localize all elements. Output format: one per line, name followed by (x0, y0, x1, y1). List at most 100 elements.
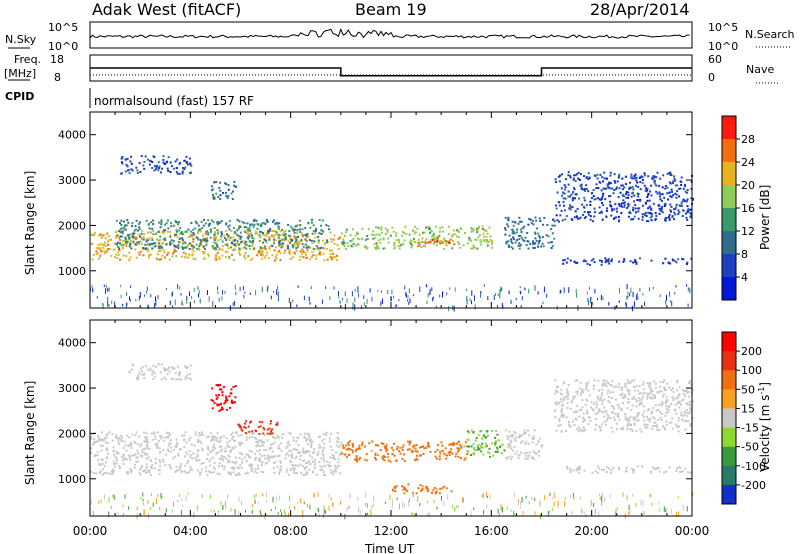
ground-scatter-cell (259, 510, 261, 515)
ground-scatter-cell (309, 504, 311, 510)
heatmap-cell (636, 199, 639, 201)
ground-scatter-cell (622, 492, 624, 497)
heatmap-cell (571, 199, 574, 202)
heatmap-cell (582, 412, 585, 415)
heatmap-cell (561, 173, 563, 176)
heatmap-cell (168, 366, 171, 369)
heatmap-cell (670, 188, 673, 191)
ground-scatter-cell (108, 304, 110, 307)
heatmap-cell (686, 219, 689, 221)
heatmap-cell (244, 472, 247, 475)
ground-scatter-cell (160, 493, 162, 499)
heatmap-cell (158, 447, 161, 450)
heatmap-cell (227, 237, 230, 239)
heatmap-cell (160, 219, 163, 222)
heatmap-cell (608, 183, 610, 185)
heatmap-cell (613, 208, 616, 211)
heatmap-cell (653, 394, 656, 397)
heatmap-cell (90, 242, 93, 245)
heatmap-cell (361, 441, 364, 444)
heatmap-cell (578, 387, 581, 390)
heatmap-cell (248, 436, 251, 439)
heatmap-cell (326, 258, 329, 261)
heatmap-cell (246, 232, 249, 235)
heatmap-cell (137, 377, 140, 380)
heatmap-cell (672, 390, 675, 393)
heatmap-cell (300, 252, 303, 255)
heatmap-cell (167, 251, 170, 254)
heatmap-cell (507, 455, 510, 458)
heatmap-cell (560, 415, 563, 418)
heatmap-cell (562, 191, 565, 194)
heatmap-cell (330, 471, 333, 474)
heatmap-cell (618, 205, 621, 207)
heatmap-cell (411, 450, 414, 453)
heatmap-cell (560, 409, 563, 412)
ground-scatter-cell (474, 304, 476, 310)
heatmap-cell (165, 243, 168, 246)
heatmap-cell (326, 241, 329, 244)
heatmap-cell (401, 449, 404, 452)
power-heatmap (90, 155, 694, 312)
heatmap-cell (221, 394, 224, 397)
heatmap-cell (508, 435, 511, 438)
heatmap-cell (278, 472, 281, 475)
heatmap-cell (289, 432, 292, 435)
heatmap-cell (256, 227, 259, 230)
heatmap-cell (322, 454, 325, 457)
heatmap-cell (130, 368, 133, 371)
power-cbar-label: Power [dB] (758, 185, 772, 250)
heatmap-cell (677, 417, 680, 419)
heatmap-cell (531, 441, 534, 444)
heatmap-cell (107, 452, 110, 455)
heatmap-cell (584, 403, 587, 406)
heatmap-cell (217, 465, 220, 468)
heatmap-cell (419, 484, 422, 487)
heatmap-cell (117, 251, 120, 254)
heatmap-cell (563, 258, 566, 261)
heatmap-cell (555, 401, 558, 404)
heatmap-cell (677, 209, 680, 212)
heatmap-cell (581, 390, 584, 393)
ground-scatter-cell (651, 503, 653, 506)
heatmap-cell (654, 382, 657, 385)
heatmap-cell (103, 438, 106, 441)
heatmap-cell (164, 369, 166, 372)
heatmap-cell (439, 452, 442, 455)
nave-tick-bottom: 0 (708, 71, 715, 84)
heatmap-cell (623, 201, 626, 204)
ground-scatter-cell (560, 290, 562, 294)
heatmap-cell (578, 471, 581, 474)
heatmap-cell (306, 473, 309, 475)
heatmap-cell (335, 259, 338, 261)
heatmap-cell (558, 204, 561, 207)
heatmap-cell (117, 241, 119, 244)
heatmap-cell (460, 445, 463, 448)
heatmap-cell (427, 443, 430, 446)
heatmap-cell (628, 417, 631, 420)
heatmap-cell (178, 233, 181, 236)
heatmap-cell (133, 232, 136, 235)
heatmap-cell (223, 237, 226, 240)
ground-scatter-cell (454, 507, 456, 512)
heatmap-cell (531, 437, 534, 440)
heatmap-cell (241, 458, 244, 461)
heatmap-cell (152, 370, 154, 373)
heatmap-cell (197, 238, 200, 241)
ground-scatter-cell (496, 304, 498, 309)
x-tick-label: 04:00 (173, 524, 208, 538)
heatmap-cell (633, 385, 636, 388)
x-tick-label: 00:00 (73, 524, 108, 538)
heatmap-cell (232, 227, 235, 230)
ground-scatter-cell (303, 295, 305, 301)
heatmap-cell (256, 471, 259, 474)
heatmap-cell (330, 240, 333, 243)
heatmap-cell (232, 466, 235, 469)
heatmap-cell (481, 442, 484, 445)
heatmap-cell (147, 368, 150, 371)
heatmap-cell (201, 227, 204, 230)
heatmap-cell (615, 188, 618, 191)
heatmap-cell (169, 230, 172, 233)
heatmap-cell (647, 385, 650, 388)
heatmap-cell (485, 436, 488, 439)
